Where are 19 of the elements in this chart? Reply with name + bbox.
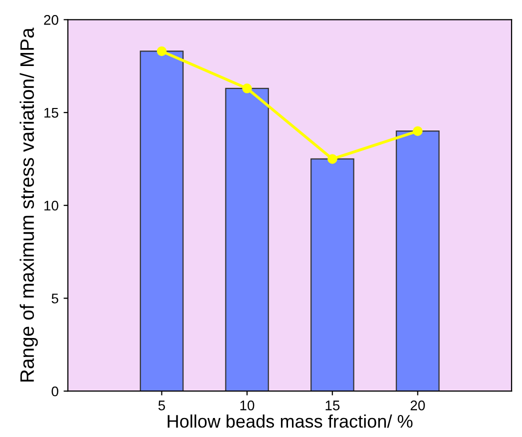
y-tick-label: 10 — [44, 200, 58, 211]
bar — [396, 130, 440, 392]
bar — [310, 158, 354, 392]
y-tick-label: 15 — [44, 108, 58, 118]
y-tick-label: 5 — [52, 294, 58, 304]
x-tick-label: 15 — [326, 400, 340, 410]
y-tick-label: 0 — [52, 386, 58, 396]
y-tick-label: 20 — [44, 15, 58, 25]
point — [242, 84, 252, 94]
x-tick-label: 20 — [410, 400, 425, 410]
bar — [140, 50, 184, 392]
point — [156, 46, 167, 56]
x-tick-label: 5 — [158, 400, 165, 410]
bar — [225, 88, 269, 392]
y-axis-title: Range of maximum stress variation/ MPa — [20, 28, 38, 382]
x-axis-title: Hollow beads mass fraction/ % — [168, 414, 413, 428]
x-tick-label: 10 — [240, 400, 254, 410]
point — [412, 126, 423, 136]
point — [328, 154, 338, 164]
